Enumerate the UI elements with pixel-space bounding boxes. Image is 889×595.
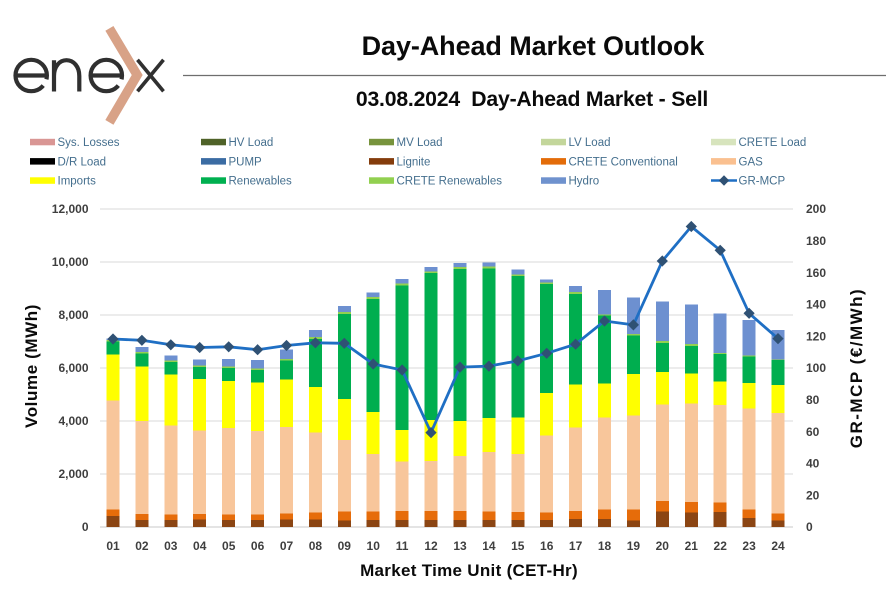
svg-text:Hydro: Hydro (569, 176, 600, 188)
svg-text:4,000: 4,000 (58, 414, 88, 428)
svg-text:02: 02 (135, 539, 149, 553)
svg-text:8,000: 8,000 (58, 308, 88, 322)
svg-text:180: 180 (806, 234, 826, 248)
svg-text:200: 200 (806, 202, 826, 216)
svg-text:80: 80 (806, 393, 820, 407)
svg-text:16: 16 (540, 539, 554, 553)
svg-text:60: 60 (806, 425, 820, 439)
svg-text:17: 17 (569, 539, 583, 553)
svg-text:CRETE Load: CRETE Load (739, 137, 807, 149)
svg-text:13: 13 (453, 539, 467, 553)
svg-text:GAS: GAS (739, 156, 764, 168)
svg-text:HV Load: HV Load (229, 137, 274, 149)
svg-text:160: 160 (806, 266, 826, 280)
svg-text:12: 12 (424, 539, 438, 553)
svg-text:0: 0 (82, 520, 89, 534)
svg-text:Day-Ahead Market Outlook: Day-Ahead Market Outlook (362, 31, 706, 61)
svg-text:03.08.2024 Day-Ahead Market -: 03.08.2024 Day-Ahead Market - Sell (356, 88, 708, 111)
svg-text:Volume (MWh): Volume (MWh) (22, 304, 41, 428)
svg-text:15: 15 (511, 539, 525, 553)
svg-text:40: 40 (806, 457, 820, 471)
svg-text:06: 06 (251, 539, 265, 553)
svg-text:23: 23 (742, 539, 756, 553)
svg-text:CRETE Conventional: CRETE Conventional (569, 156, 678, 168)
svg-text:20: 20 (806, 488, 820, 502)
svg-text:03: 03 (164, 539, 178, 553)
svg-text:Market Time Unit (CET-Hr): Market Time Unit (CET-Hr) (360, 561, 578, 580)
svg-text:GR-MCP: GR-MCP (739, 176, 786, 188)
svg-text:LV Load: LV Load (569, 137, 611, 149)
svg-text:18: 18 (598, 539, 612, 553)
svg-text:6,000: 6,000 (58, 361, 88, 375)
svg-text:140: 140 (806, 298, 826, 312)
svg-text:01: 01 (106, 539, 120, 553)
svg-text:22: 22 (714, 539, 728, 553)
svg-text:05: 05 (222, 539, 236, 553)
svg-text:0: 0 (806, 520, 813, 534)
svg-text:04: 04 (193, 539, 207, 553)
svg-text:D/R Load: D/R Load (58, 156, 107, 168)
svg-text:12,000: 12,000 (52, 202, 89, 216)
svg-text:100: 100 (806, 361, 826, 375)
svg-text:MV Load: MV Load (397, 137, 443, 149)
svg-text:11: 11 (396, 539, 409, 553)
svg-text:07: 07 (280, 539, 294, 553)
svg-text:CRETE Renewables: CRETE Renewables (397, 176, 503, 188)
svg-text:10,000: 10,000 (52, 255, 89, 269)
svg-text:21: 21 (685, 539, 699, 553)
svg-text:Imports: Imports (58, 176, 97, 188)
svg-text:120: 120 (806, 329, 826, 343)
svg-text:20: 20 (656, 539, 670, 553)
svg-text:PUMP: PUMP (229, 156, 263, 168)
svg-text:Sys. Losses: Sys. Losses (58, 137, 120, 149)
svg-text:14: 14 (482, 539, 496, 553)
svg-text:Renewables: Renewables (229, 176, 293, 188)
svg-text:08: 08 (309, 539, 323, 553)
svg-text:GR-MCP (€/MWh): GR-MCP (€/MWh) (847, 288, 866, 448)
svg-text:10: 10 (367, 539, 381, 553)
svg-text:24: 24 (771, 539, 785, 553)
svg-text:Lignite: Lignite (397, 156, 431, 168)
svg-text:2,000: 2,000 (58, 467, 88, 481)
svg-text:09: 09 (338, 539, 352, 553)
svg-text:19: 19 (627, 539, 641, 553)
